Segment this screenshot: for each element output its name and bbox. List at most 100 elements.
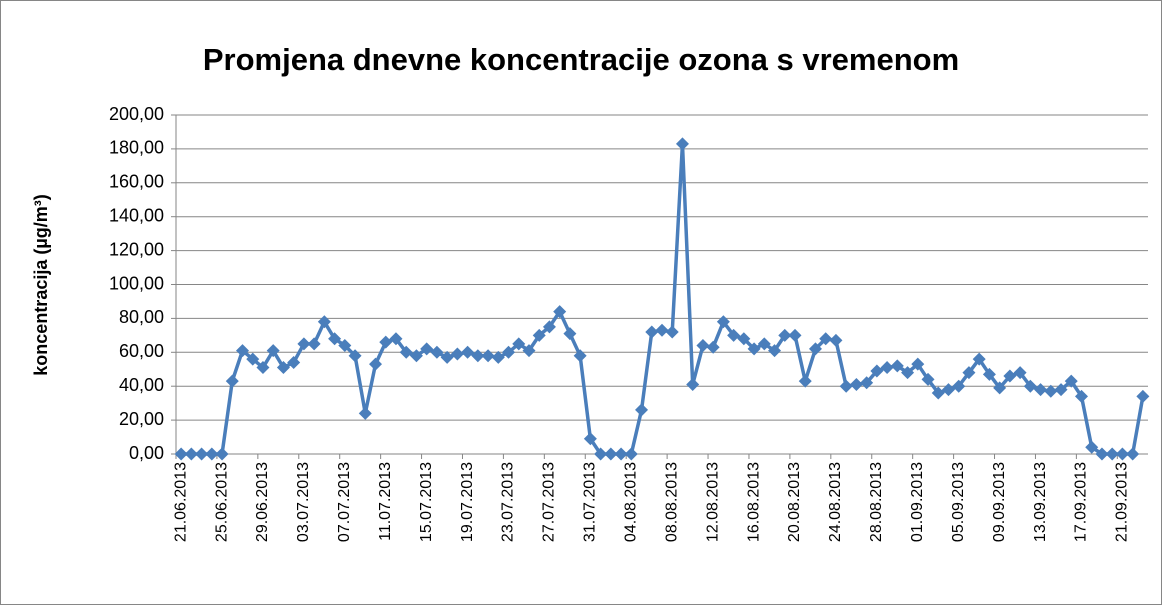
data-point <box>512 337 526 351</box>
chart-title: Promjena dnevne koncentracije ozona s vr… <box>203 42 959 77</box>
data-point <box>778 328 792 342</box>
x-tick-label: 08.08.2013 <box>663 462 680 542</box>
x-tick-label: 28.08.2013 <box>868 462 885 542</box>
data-point <box>399 345 413 359</box>
y-tick-label: 0,00 <box>129 443 164 463</box>
data-point <box>522 344 536 358</box>
data-point <box>266 344 280 358</box>
data-point <box>931 386 945 400</box>
data-point <box>317 315 331 329</box>
data-point <box>819 332 833 346</box>
x-tick-label: 29.06.2013 <box>254 462 271 542</box>
y-tick-label: 40,00 <box>119 375 164 395</box>
data-point <box>798 374 812 388</box>
data-point <box>696 339 710 353</box>
data-point <box>901 366 915 380</box>
y-tick-label: 180,00 <box>109 138 164 158</box>
data-point <box>849 378 863 392</box>
data-point <box>1095 447 1109 461</box>
y-tick-label: 140,00 <box>109 205 164 225</box>
data-point <box>870 364 884 378</box>
data-point <box>276 361 290 375</box>
data-point <box>747 342 761 356</box>
data-point <box>686 378 700 392</box>
data-point <box>471 349 485 363</box>
data-point <box>532 328 546 342</box>
data-point <box>573 349 587 363</box>
data-point <box>287 355 301 369</box>
x-tick-label: 23.07.2013 <box>500 462 517 542</box>
data-point <box>184 447 198 461</box>
y-tick-label: 80,00 <box>119 307 164 327</box>
data-point <box>583 432 597 446</box>
x-tick-label: 03.07.2013 <box>295 462 312 542</box>
data-point <box>1105 447 1119 461</box>
data-point <box>256 361 270 375</box>
data-point <box>911 357 925 371</box>
data-point <box>1054 383 1068 397</box>
x-tick-label: 12.08.2013 <box>704 462 721 542</box>
x-tick-label: 21.09.2013 <box>1114 462 1131 542</box>
data-point <box>1085 440 1099 454</box>
data-point <box>880 361 894 375</box>
data-point <box>246 352 260 366</box>
data-point <box>860 376 874 390</box>
y-tick-label: 60,00 <box>119 341 164 361</box>
data-point <box>307 337 321 351</box>
y-tick-label: 120,00 <box>109 239 164 259</box>
data-point <box>768 344 782 358</box>
y-tick-label: 200,00 <box>109 104 164 124</box>
data-point <box>1074 389 1088 403</box>
data-point <box>553 305 567 319</box>
x-tick-label: 05.09.2013 <box>950 462 967 542</box>
data-point <box>348 349 362 363</box>
data-point <box>604 447 618 461</box>
data-point <box>430 345 444 359</box>
data-point <box>1003 369 1017 383</box>
x-tick-label: 31.07.2013 <box>582 462 599 542</box>
data-point <box>481 349 495 363</box>
data-point <box>982 367 996 381</box>
data-point <box>409 349 423 363</box>
data-point <box>921 372 935 386</box>
data-point <box>502 345 516 359</box>
y-axis-title: koncentracija (µg/m³) <box>31 194 51 375</box>
data-point <box>716 315 730 329</box>
data-point <box>236 344 250 358</box>
data-point <box>1115 447 1129 461</box>
data-point <box>1126 447 1140 461</box>
data-point <box>645 325 659 339</box>
data-point <box>420 342 434 356</box>
data-point <box>1064 374 1078 388</box>
data-point <box>594 447 608 461</box>
data-point <box>1023 379 1037 393</box>
data-point <box>195 447 209 461</box>
x-tick-label: 09.09.2013 <box>991 462 1008 542</box>
data-point <box>389 332 403 346</box>
data-point <box>665 325 679 339</box>
data-point <box>440 350 454 364</box>
x-tick-label: 17.09.2013 <box>1073 462 1090 542</box>
y-tick-label: 20,00 <box>119 409 164 429</box>
data-point <box>972 352 986 366</box>
y-tick-label: 100,00 <box>109 273 164 293</box>
x-tick-label: 16.08.2013 <box>745 462 762 542</box>
data-point <box>655 323 669 337</box>
x-tick-label: 25.06.2013 <box>213 462 230 542</box>
data-point <box>461 345 475 359</box>
data-point <box>829 333 843 347</box>
data-point <box>1044 384 1058 398</box>
data-point <box>757 337 771 351</box>
data-point <box>952 379 966 393</box>
x-tick-label: 13.09.2013 <box>1032 462 1049 542</box>
data-point <box>358 406 372 420</box>
data-point <box>808 342 822 356</box>
data-point <box>1013 366 1027 380</box>
x-tick-label: 15.07.2013 <box>418 462 435 542</box>
x-tick-label: 20.08.2013 <box>786 462 803 542</box>
data-point <box>788 328 802 342</box>
data-point <box>542 320 556 334</box>
x-tick-label: 04.08.2013 <box>623 462 640 542</box>
